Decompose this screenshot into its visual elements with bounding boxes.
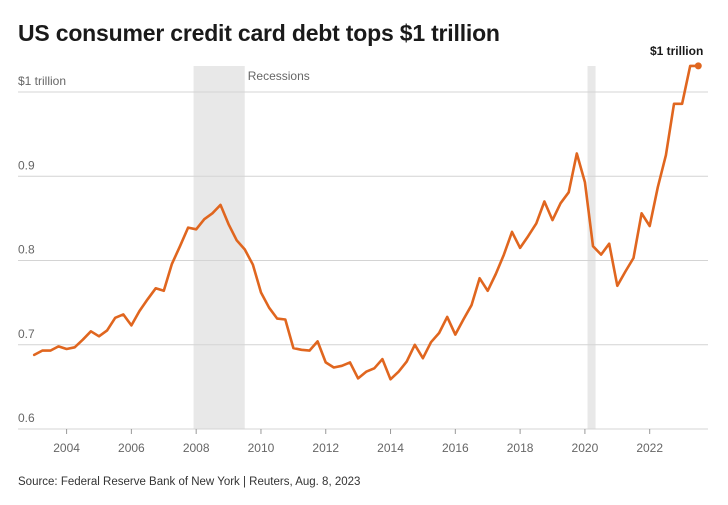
- x-tick-label: 2014: [377, 441, 404, 455]
- x-tick-label: 2022: [636, 441, 663, 455]
- x-axis-ticks: 2004 2006 2008 2010 2012 2014 2016 2018 2020 2022: [53, 429, 663, 455]
- x-tick-label: 2020: [572, 441, 599, 455]
- y-tick-label: 0.9: [18, 158, 35, 172]
- recession-band: [587, 66, 596, 429]
- y-tick-label: 0.6: [18, 411, 35, 425]
- end-point-marker: [694, 62, 702, 70]
- y-tick-label: 0.8: [18, 243, 35, 257]
- gridlines: [18, 91, 708, 430]
- series-layer: $1 trillion: [32, 44, 703, 381]
- y-tick-label: $1 trillion: [18, 74, 66, 88]
- series-line: [32, 64, 700, 381]
- recession-bands: Recessions: [193, 66, 596, 429]
- x-tick-label: 2004: [53, 441, 80, 455]
- y-tick-label: 0.7: [18, 327, 35, 341]
- x-tick-label: 2016: [442, 441, 469, 455]
- x-tick-label: 2018: [507, 441, 534, 455]
- y-axis-ticks: $1 trillion 0.9 0.8 0.7 0.6: [18, 74, 66, 425]
- x-tick-label: 2012: [312, 441, 339, 455]
- chart-title: US consumer credit card debt tops $1 tri…: [18, 20, 500, 46]
- x-tick-label: 2010: [248, 441, 275, 455]
- end-value-label: $1 trillion: [650, 44, 703, 58]
- recessions-label: Recessions: [248, 69, 310, 83]
- x-tick-label: 2008: [183, 441, 210, 455]
- recession-band: [193, 66, 245, 429]
- x-tick-label: 2006: [118, 441, 145, 455]
- source-note: Source: Federal Reserve Bank of New York…: [18, 476, 361, 488]
